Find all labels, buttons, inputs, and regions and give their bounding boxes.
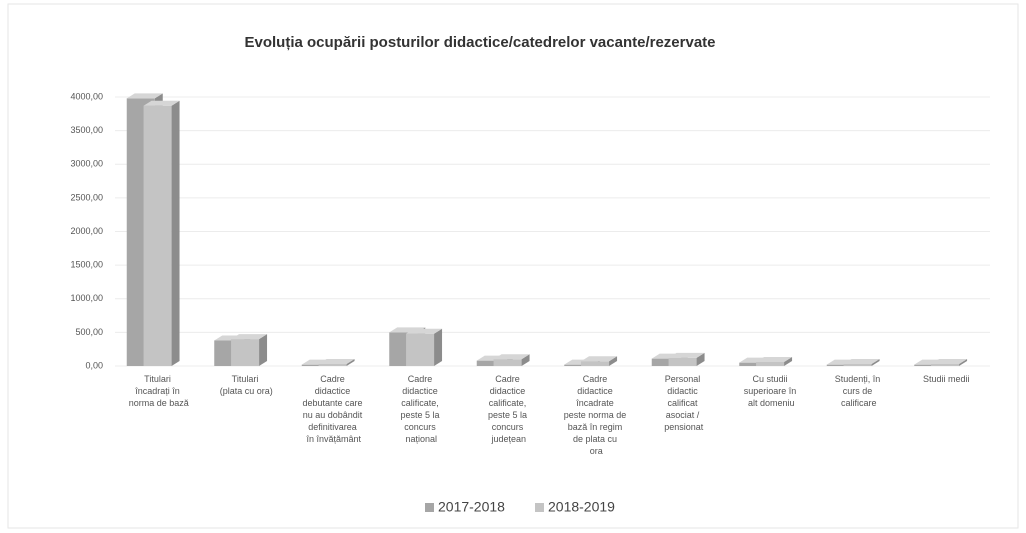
- y-tick-label: 500,00: [75, 327, 103, 337]
- bar-top: [843, 358, 880, 364]
- x-tick-label: Cadre didactice calificate, peste 5 la c…: [400, 374, 442, 444]
- legend-swatch: [425, 503, 434, 512]
- bar-side: [959, 358, 968, 366]
- y-tick-label: 4000,00: [70, 91, 103, 101]
- bar: [581, 361, 610, 366]
- bar-top: [231, 334, 268, 340]
- x-tick-label: Titulari (plata cu ora): [220, 374, 273, 396]
- bar-side: [434, 328, 443, 366]
- chart-title: Evoluția ocupării posturilor didactice/c…: [245, 34, 716, 51]
- bar: [231, 339, 260, 366]
- bar: [493, 359, 522, 366]
- y-tick-label: 2000,00: [70, 226, 103, 236]
- bar: [914, 364, 943, 366]
- x-tick-label: Titulari încadrați în norma de bază: [129, 374, 189, 408]
- x-tick-label: Studii medii: [923, 374, 970, 384]
- bar-top: [318, 358, 355, 364]
- x-tick-label: Personal didactic calificat asociat / pe…: [664, 374, 704, 432]
- bar: [843, 363, 872, 366]
- bar-side: [871, 358, 880, 366]
- bar: [739, 362, 768, 366]
- y-tick-label: 1000,00: [70, 293, 103, 303]
- bar-top: [493, 354, 530, 360]
- x-tick-label: Cadre didactice încadrate peste norma de…: [564, 374, 629, 456]
- bar-side: [696, 352, 705, 366]
- bar-top: [126, 93, 163, 99]
- bar: [476, 360, 505, 366]
- y-tick-label: 3000,00: [70, 159, 103, 169]
- y-tick-label: 2500,00: [70, 192, 103, 202]
- y-tick-label: 3500,00: [70, 125, 103, 135]
- bar-side: [609, 356, 618, 366]
- x-tick-label: Cadre didactice debutante care nu au dob…: [302, 374, 365, 444]
- bar: [931, 363, 960, 366]
- bar-top: [668, 352, 705, 358]
- x-tick-label: Cadre didactice calificate, peste 5 la c…: [488, 374, 530, 444]
- legend-swatch: [535, 503, 544, 512]
- bar-top: [581, 356, 618, 362]
- legend-label: 2018-2019: [548, 499, 615, 515]
- bar: [318, 363, 347, 366]
- y-tick-label: 0,00: [85, 360, 103, 370]
- x-tick-label: Studenți, în curs de calificare: [835, 374, 883, 408]
- bar: [756, 361, 785, 366]
- bar: [651, 358, 680, 366]
- bar: [143, 105, 172, 367]
- bar-side: [521, 354, 530, 366]
- x-tick-label: Cu studii superioare în alt domeniu: [744, 374, 799, 408]
- chart-border: [7, 3, 1019, 529]
- bar: [564, 364, 593, 366]
- bar-side: [784, 356, 793, 366]
- bar-top: [143, 100, 180, 106]
- legend-label: 2017-2018: [438, 499, 505, 515]
- bar-side: [259, 334, 268, 366]
- y-tick-label: 1500,00: [70, 260, 103, 270]
- bar: [826, 364, 855, 366]
- bar: [668, 357, 697, 366]
- bar-side: [346, 358, 355, 366]
- bar-side: [171, 100, 180, 367]
- bar: [301, 364, 330, 366]
- bar-top: [931, 358, 968, 364]
- bar-top: [406, 328, 443, 334]
- bar: [406, 333, 435, 366]
- bar-top: [756, 356, 793, 362]
